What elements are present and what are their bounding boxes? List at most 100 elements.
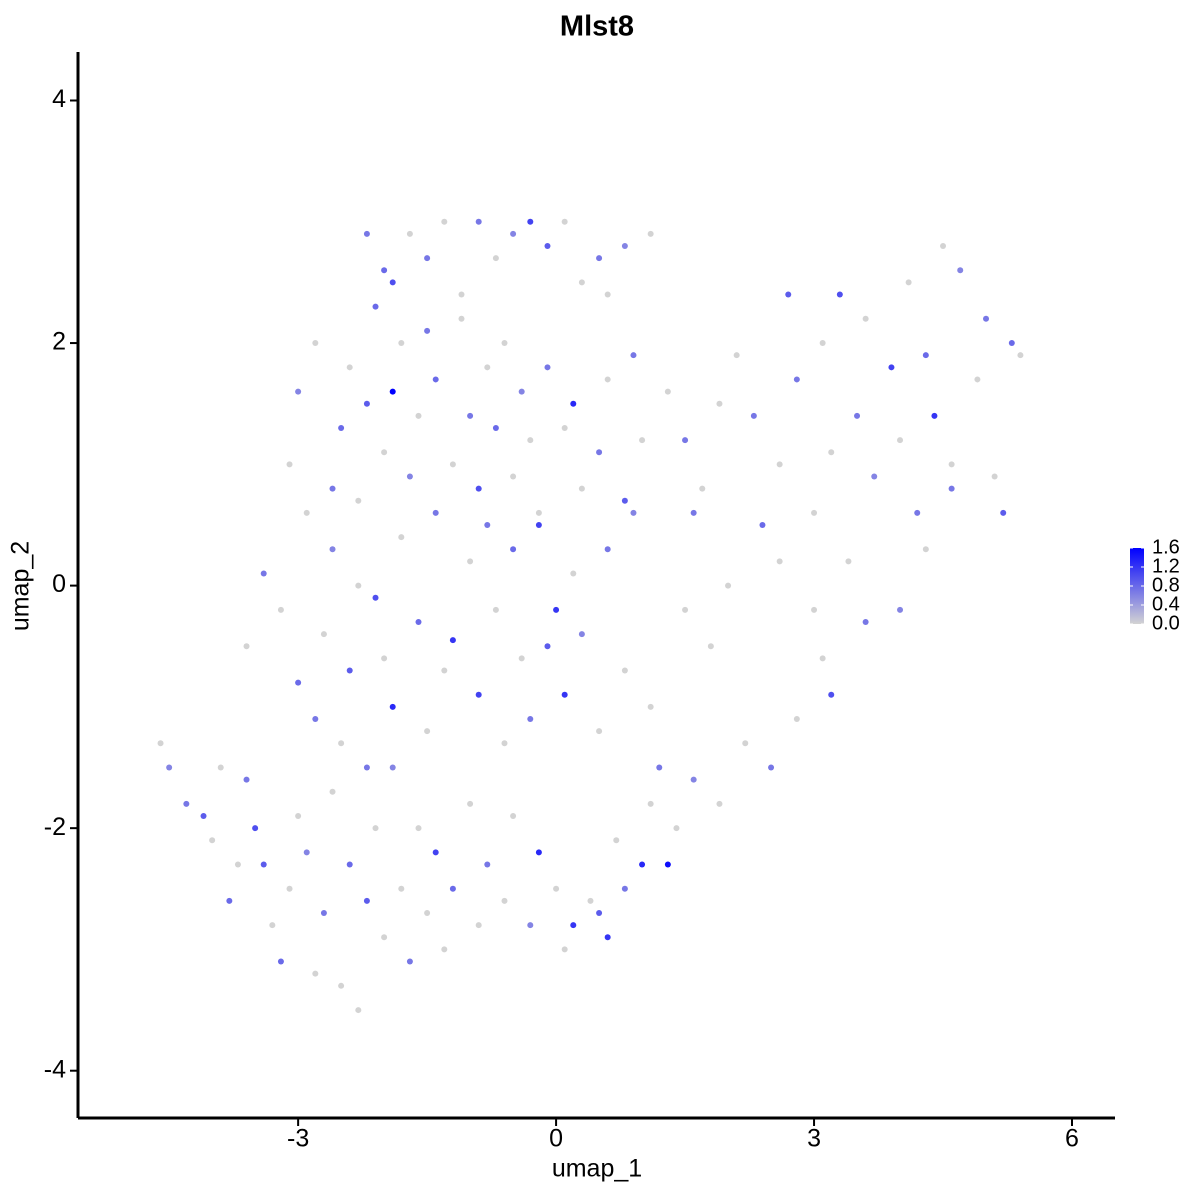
cell-point	[303, 849, 310, 856]
cell-point	[596, 449, 603, 456]
cell-point	[1008, 340, 1015, 347]
cell-point	[363, 897, 370, 904]
cell-point	[596, 910, 603, 917]
cell-point	[707, 643, 714, 650]
cell-point	[458, 315, 465, 322]
cell-point	[449, 885, 456, 892]
cell-point	[346, 364, 353, 371]
cell-point	[338, 424, 345, 431]
colorbar-label: 0.4	[1152, 593, 1180, 615]
cell-point	[845, 558, 852, 565]
cell-point	[441, 218, 448, 225]
cell-point	[303, 509, 310, 516]
cell-point	[854, 412, 861, 419]
cell-point	[544, 643, 551, 650]
cell-point	[234, 861, 241, 868]
cell-point	[406, 958, 413, 965]
cell-point	[510, 546, 517, 553]
cell-point	[355, 582, 362, 589]
cell-point	[475, 485, 482, 492]
cell-point	[432, 509, 439, 516]
cell-point	[811, 606, 818, 613]
cell-point	[372, 303, 379, 310]
cell-point	[424, 728, 431, 735]
cell-point	[587, 897, 594, 904]
cell-point	[527, 218, 534, 225]
cell-point	[647, 800, 654, 807]
colorbar	[1130, 548, 1144, 624]
cell-point	[484, 521, 491, 528]
cell-point	[957, 267, 964, 274]
cell-point	[553, 885, 560, 892]
cell-point	[441, 946, 448, 953]
cell-point	[639, 861, 646, 868]
cell-point	[467, 412, 474, 419]
x-tick-label: 3	[807, 1125, 821, 1153]
cell-point	[578, 485, 585, 492]
cell-point	[897, 437, 904, 444]
cell-point	[501, 740, 508, 747]
cell-point	[217, 764, 224, 771]
cell-point	[415, 412, 422, 419]
cell-point	[389, 703, 396, 710]
cell-point	[260, 570, 267, 577]
cell-point	[467, 800, 474, 807]
cell-point	[914, 509, 921, 516]
y-tick-label: 4	[52, 85, 66, 113]
cell-point	[991, 473, 998, 480]
cell-point	[295, 813, 302, 820]
cell-point	[243, 776, 250, 783]
cell-point	[475, 691, 482, 698]
cell-point	[682, 437, 689, 444]
cell-point	[742, 740, 749, 747]
cell-point	[183, 800, 190, 807]
cell-point	[983, 315, 990, 322]
cell-point	[664, 861, 671, 868]
cell-point	[535, 509, 542, 516]
cell-point	[226, 897, 233, 904]
cell-point	[286, 461, 293, 468]
cell-point	[329, 788, 336, 795]
cell-point	[570, 570, 577, 577]
cell-point	[389, 764, 396, 771]
cell-point	[475, 218, 482, 225]
cell-point	[1017, 352, 1024, 359]
cell-point	[596, 728, 603, 735]
cell-point	[776, 461, 783, 468]
chart-title: Mlst8	[560, 11, 634, 43]
cell-point	[621, 243, 628, 250]
cell-point	[381, 655, 388, 662]
cell-point	[424, 327, 431, 334]
cell-point	[338, 740, 345, 747]
cell-point	[828, 691, 835, 698]
cell-point	[389, 279, 396, 286]
cell-point	[484, 861, 491, 868]
cell-point	[458, 291, 465, 298]
cell-point	[484, 364, 491, 371]
cell-point	[948, 485, 955, 492]
cell-point	[940, 243, 947, 250]
cell-point	[922, 546, 929, 553]
cell-point	[441, 667, 448, 674]
cell-point	[931, 412, 938, 419]
cell-point	[905, 279, 912, 286]
cell-point	[561, 691, 568, 698]
cell-point	[819, 655, 826, 662]
cell-point	[690, 776, 697, 783]
cell-point	[561, 946, 568, 953]
colorbar-label: 1.6	[1152, 536, 1180, 558]
cell-point	[286, 885, 293, 892]
cell-point	[346, 667, 353, 674]
cell-point	[922, 352, 929, 359]
cell-point	[871, 473, 878, 480]
cell-point	[200, 813, 207, 820]
cell-point	[518, 388, 525, 395]
cell-point	[157, 740, 164, 747]
x-tick-label: 0	[549, 1125, 563, 1153]
cell-point	[252, 825, 259, 832]
cell-point	[621, 885, 628, 892]
cell-point	[776, 558, 783, 565]
y-tick-label: 2	[52, 328, 66, 356]
cell-point	[561, 424, 568, 431]
cell-point	[690, 509, 697, 516]
